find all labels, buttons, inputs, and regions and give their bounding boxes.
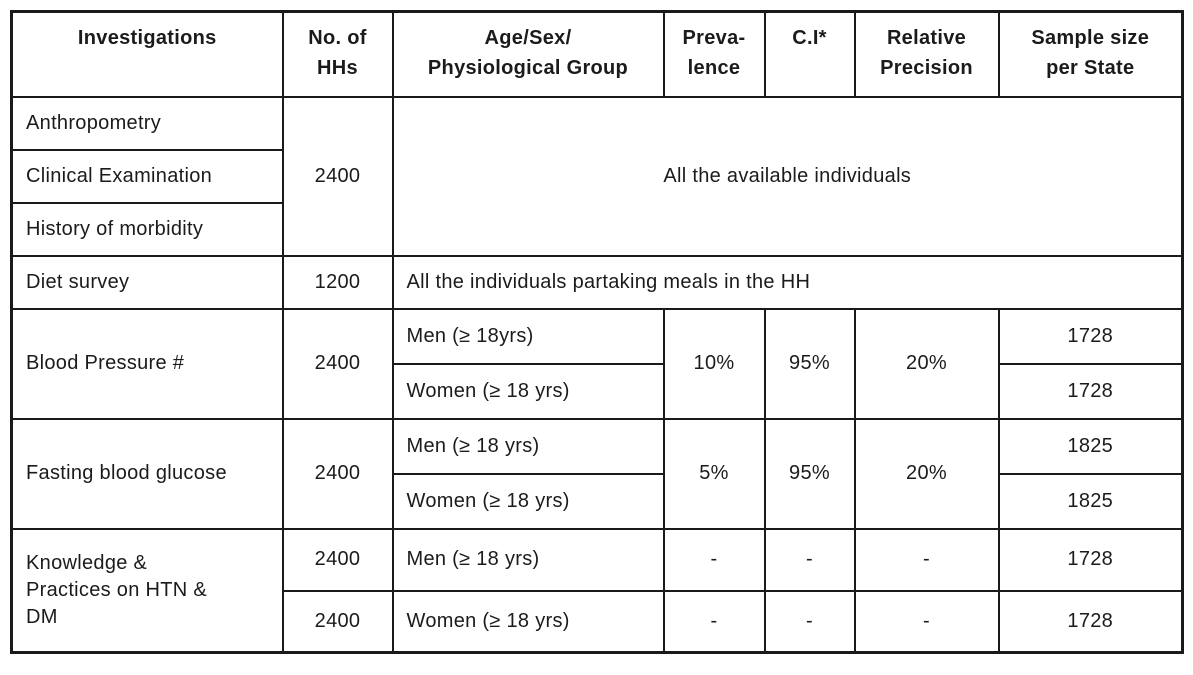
row-knowledge-women: 2400 Women (≥ 18 yrs) - - - 1728 <box>12 589 1184 654</box>
cell-bp-relative-precision: 20% <box>853 307 1000 420</box>
cell-bp-men-group: Men (≥ 18yrs) <box>391 307 665 365</box>
cell-knowledge-women-relative-precision: - <box>853 589 1000 654</box>
cell-bp-ci: 95% <box>763 307 856 420</box>
cell-anthro-group-coverage: All the available individuals <box>391 95 1184 257</box>
header-no-of-hhs: No. of HHs <box>281 10 394 98</box>
cell-bp-men-sample: 1728 <box>997 307 1184 365</box>
row-blood-pressure-women: Women (≥ 18 yrs) 1728 <box>12 362 1184 420</box>
cell-diet-hhs: 1200 <box>281 254 394 310</box>
cell-knowledge-women-prevalence: - <box>662 589 766 654</box>
cell-knowledge-men-hhs: 2400 <box>281 527 394 592</box>
row-blood-pressure-men: Blood Pressure # 2400 Men (≥ 18yrs) 10% … <box>10 307 1184 420</box>
cell-clinical-examination: Clinical Examination <box>10 148 284 204</box>
study-design-table: Investigations No. of HHs Age/Sex/ Physi… <box>10 10 1184 654</box>
header-age-sex-line2: Physiological Group <box>427 57 629 79</box>
cell-knowledge-women-ci: - <box>763 589 856 654</box>
cell-bp-hhs: 2400 <box>281 307 394 420</box>
cell-knowledge-line3: DM <box>26 605 58 628</box>
header-age-sex-group: Age/Sex/ Physiological Group <box>391 10 665 98</box>
cell-knowledge-men-group: Men (≥ 18 yrs) <box>391 527 665 592</box>
header-sample-size-line2: per State <box>1046 57 1135 79</box>
cell-knowledge-women-sample: 1728 <box>997 589 1184 654</box>
cell-knowledge-investigation: Knowledge & Practices on HTN & DM <box>10 527 284 654</box>
cell-knowledge-women-group: Women (≥ 18 yrs) <box>391 589 665 654</box>
header-no-of-hhs-line2: HHs <box>317 57 358 79</box>
cell-knowledge-line1: Knowledge & <box>26 551 148 574</box>
cell-history-of-morbidity: History of morbidity <box>10 201 284 257</box>
cell-fbg-men-sample: 1825 <box>997 417 1184 475</box>
header-prevalence-line2: lence <box>687 57 741 79</box>
header-ci: C.I* <box>763 10 856 98</box>
cell-bp-women-group: Women (≥ 18 yrs) <box>391 362 665 420</box>
header-relative-precision-line2: Precision <box>880 57 973 79</box>
cell-bp-investigation: Blood Pressure # <box>10 307 284 420</box>
cell-diet-investigation: Diet survey <box>10 254 284 310</box>
cell-fbg-investigation: Fasting blood glucose <box>10 417 284 530</box>
header-investigations: Investigations <box>10 10 284 98</box>
cell-fbg-women-sample: 1825 <box>997 472 1184 530</box>
cell-bp-prevalence: 10% <box>662 307 766 420</box>
header-row: Investigations No. of HHs Age/Sex/ Physi… <box>10 10 1184 98</box>
row-anthropometry: Anthropometry 2400 All the available ind… <box>10 95 1184 257</box>
row-history-of-morbidity: History of morbidity <box>10 201 1183 257</box>
header-no-of-hhs-line1: No. of <box>308 27 367 49</box>
header-prevalence: Preva- lence <box>662 10 766 98</box>
cell-fbg-ci: 95% <box>763 417 856 530</box>
cell-knowledge-men-relative-precision: - <box>853 527 1000 592</box>
cell-knowledge-men-prevalence: - <box>662 527 766 592</box>
cell-diet-coverage: All the individuals partaking meals in t… <box>391 254 1184 310</box>
row-fasting-glucose-women: Women (≥ 18 yrs) 1825 <box>12 472 1184 530</box>
cell-anthropometry: Anthropometry <box>10 95 284 151</box>
cell-knowledge-women-hhs: 2400 <box>281 589 394 654</box>
row-knowledge-men: Knowledge & Practices on HTN & DM 2400 M… <box>10 527 1184 654</box>
row-fasting-glucose-men: Fasting blood glucose 2400 Men (≥ 18 yrs… <box>10 417 1184 530</box>
header-relative-precision-line1: Relative <box>886 27 967 49</box>
header-sample-size-line1: Sample size <box>1031 27 1150 49</box>
cell-fbg-men-group: Men (≥ 18 yrs) <box>391 417 665 475</box>
cell-fbg-women-group: Women (≥ 18 yrs) <box>391 472 665 530</box>
cell-bp-women-sample: 1728 <box>997 362 1184 420</box>
cell-fbg-prevalence: 5% <box>662 417 766 530</box>
cell-knowledge-men-sample: 1728 <box>997 527 1184 592</box>
cell-knowledge-men-ci: - <box>763 527 856 592</box>
cell-fbg-hhs: 2400 <box>281 417 394 530</box>
row-clinical-examination: Clinical Examination <box>10 148 1183 204</box>
header-prevalence-line1: Preva- <box>682 27 746 49</box>
header-sample-size: Sample size per State <box>997 10 1184 98</box>
row-diet-survey: Diet survey 1200 All the individuals par… <box>10 254 1184 310</box>
header-relative-precision: Relative Precision <box>853 10 1000 98</box>
cell-knowledge-line2: Practices on HTN & <box>26 578 208 601</box>
cell-anthro-group-hhs: 2400 <box>281 95 394 257</box>
header-age-sex-line1: Age/Sex/ <box>484 27 572 49</box>
cell-fbg-relative-precision: 20% <box>853 417 1000 530</box>
